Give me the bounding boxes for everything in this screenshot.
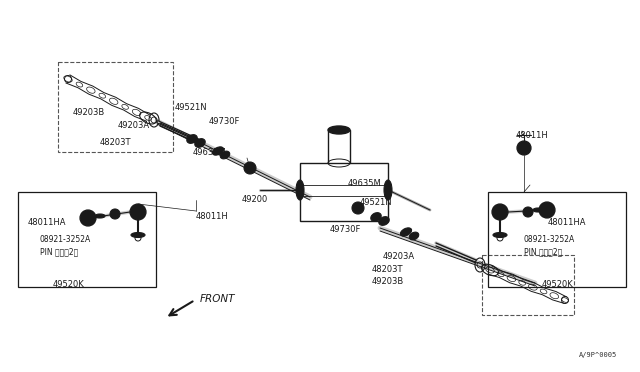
Text: 49520K: 49520K	[542, 280, 573, 289]
Ellipse shape	[371, 213, 381, 221]
Text: 49203B: 49203B	[73, 108, 105, 117]
Ellipse shape	[95, 214, 105, 218]
Bar	[482, 255, 574, 315]
Ellipse shape	[379, 217, 389, 225]
Text: 49203A: 49203A	[118, 121, 150, 130]
Text: 49635M: 49635M	[348, 179, 381, 188]
Circle shape	[352, 202, 364, 214]
Ellipse shape	[296, 180, 304, 200]
Text: 49730F: 49730F	[209, 117, 241, 126]
Text: 08921-3252A: 08921-3252A	[40, 235, 92, 244]
Ellipse shape	[533, 208, 543, 212]
Text: A/9P^0005: A/9P^0005	[579, 352, 617, 358]
Bar	[58, 62, 173, 152]
Text: 48203T: 48203T	[100, 138, 131, 147]
Text: 48011H: 48011H	[516, 131, 548, 140]
Circle shape	[130, 204, 146, 220]
Ellipse shape	[187, 135, 197, 143]
Text: 49730F: 49730F	[330, 225, 362, 234]
Ellipse shape	[493, 232, 507, 237]
Circle shape	[244, 162, 256, 174]
Text: 08921-3252A: 08921-3252A	[524, 235, 575, 244]
Circle shape	[539, 202, 555, 218]
Circle shape	[80, 210, 96, 226]
Text: 48203T: 48203T	[372, 265, 403, 274]
Text: PIN ピン（2）: PIN ピン（2）	[524, 247, 563, 256]
Ellipse shape	[328, 126, 350, 134]
Ellipse shape	[131, 232, 145, 237]
Text: 48011H: 48011H	[196, 212, 228, 221]
Text: FRONT: FRONT	[200, 294, 236, 304]
Text: 49203A: 49203A	[383, 252, 415, 261]
Text: 48011HA: 48011HA	[548, 218, 586, 227]
Circle shape	[523, 207, 533, 217]
Circle shape	[517, 141, 531, 155]
Text: 49200: 49200	[242, 195, 268, 204]
Text: 49203B: 49203B	[372, 277, 404, 286]
Ellipse shape	[220, 151, 230, 159]
Text: 48011HA: 48011HA	[28, 218, 67, 227]
Ellipse shape	[195, 139, 205, 147]
Circle shape	[110, 209, 120, 219]
Text: 49635M: 49635M	[193, 148, 227, 157]
Ellipse shape	[212, 147, 223, 155]
Bar	[300, 163, 388, 221]
Ellipse shape	[384, 180, 392, 200]
Text: PIN ピン（2）: PIN ピン（2）	[40, 247, 78, 256]
Bar	[18, 192, 156, 287]
Text: 49520K: 49520K	[53, 280, 84, 289]
Text: 49521N: 49521N	[360, 198, 392, 207]
Text: 49521N: 49521N	[175, 103, 207, 112]
Bar	[488, 192, 626, 287]
Ellipse shape	[401, 228, 412, 236]
Ellipse shape	[409, 232, 419, 240]
Circle shape	[492, 204, 508, 220]
